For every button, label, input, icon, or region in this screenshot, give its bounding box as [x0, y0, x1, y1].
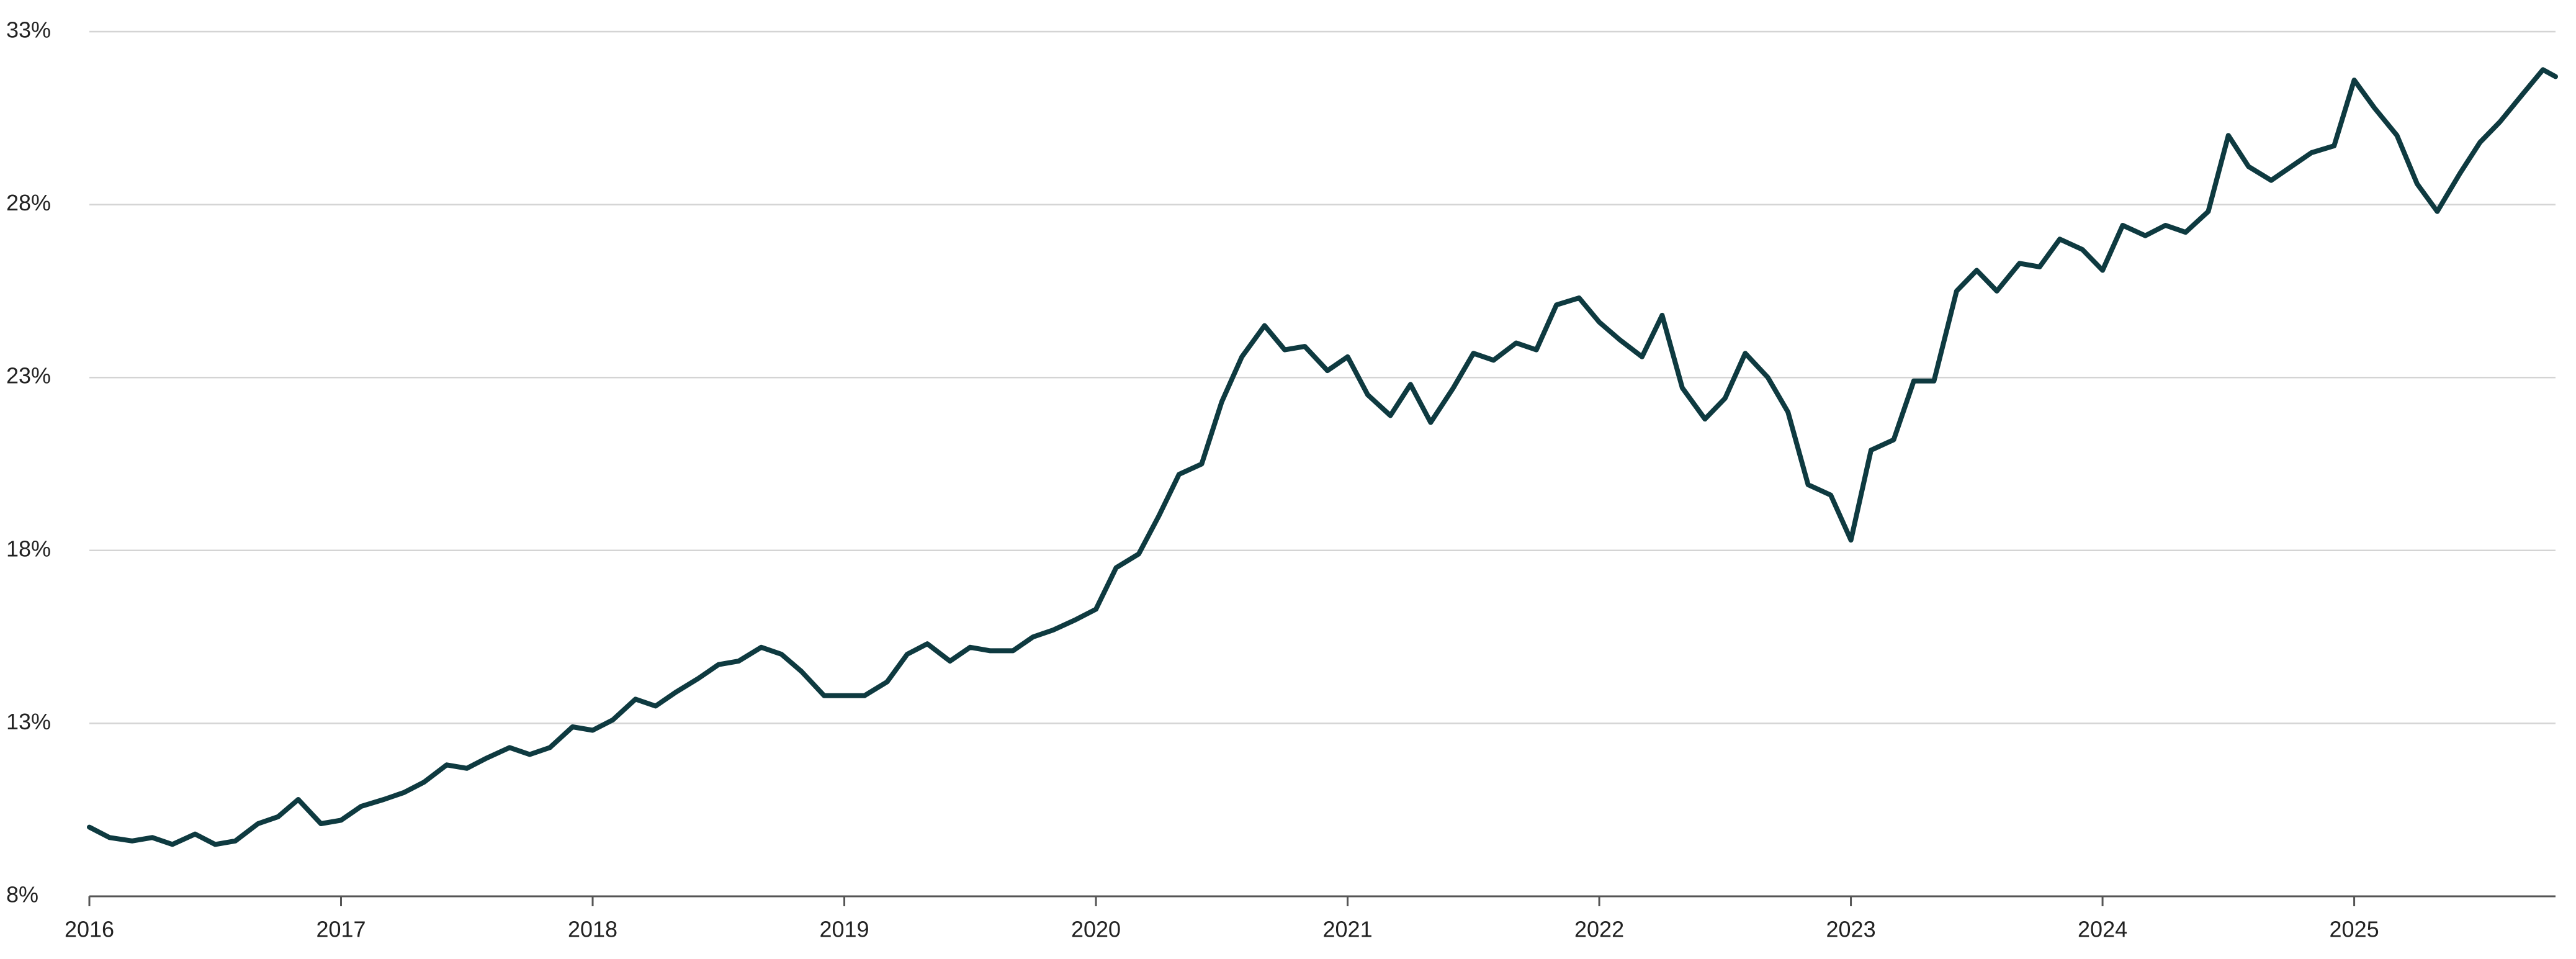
x-tick-label: 2024 — [2078, 917, 2127, 942]
x-tick-label: 2025 — [2330, 917, 2379, 942]
y-tick-label: 23% — [6, 363, 51, 389]
y-tick-label: 8% — [6, 882, 38, 907]
y-tick-label: 33% — [6, 17, 51, 43]
x-tick-label: 2019 — [819, 917, 869, 942]
x-tick-label: 2017 — [316, 917, 366, 942]
x-tick-label: 2022 — [1574, 917, 1624, 942]
y-tick-label: 18% — [6, 536, 51, 561]
y-tick-label: 13% — [6, 709, 51, 734]
x-tick-label: 2020 — [1071, 917, 1121, 942]
x-tick-label: 2021 — [1323, 917, 1373, 942]
data-line — [87, 67, 2558, 847]
x-tick-label: 2018 — [568, 917, 617, 942]
y-tick-label: 28% — [6, 190, 51, 215]
x-tick-label: 2016 — [65, 917, 114, 942]
x-tick-label: 2023 — [1826, 917, 1876, 942]
